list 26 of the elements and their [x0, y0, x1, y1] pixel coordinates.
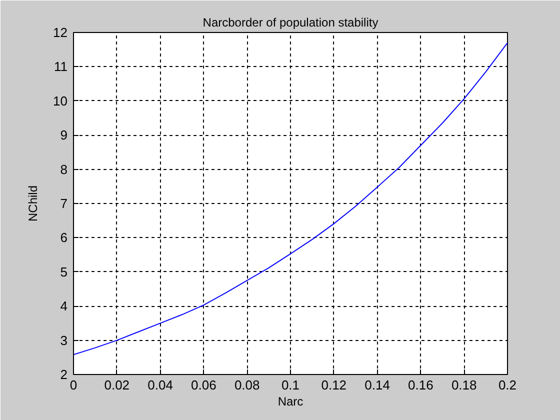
y-tick-label: 3 [60, 332, 68, 348]
line-series [74, 42, 508, 356]
x-tick-label: 0.2 [498, 378, 517, 392]
y-axis-title: NChild [26, 185, 40, 222]
x-tick-label: 0.06 [191, 378, 216, 392]
y-tick-label: 6 [60, 230, 68, 246]
x-tick-label: 0.1 [281, 378, 300, 392]
chart-title: Narcborder of population stability [202, 16, 378, 30]
x-tick-label: 0.12 [321, 378, 347, 392]
y-tick-label: 8 [60, 162, 68, 177]
x-tick-label: 0.08 [234, 378, 260, 392]
x-tick-label: 0.16 [408, 378, 434, 392]
y-tick-label: 2 [60, 367, 68, 382]
x-tick-label: 0.18 [451, 378, 477, 392]
x-tick-label: 0.04 [148, 378, 173, 392]
y-tick-label: 5 [60, 264, 68, 280]
y-tick-label: 10 [53, 93, 68, 108]
y-tick-label: 12 [53, 25, 68, 40]
y-tick-label: 4 [60, 298, 68, 314]
x-tick-label: 0.02 [104, 378, 130, 392]
x-axis-title: Narc [278, 394, 304, 408]
y-tick-label: 9 [60, 128, 68, 143]
y-tick-label: 7 [60, 196, 68, 211]
x-tick-label: 0 [70, 378, 78, 392]
y-tick-label: 11 [54, 59, 68, 74]
x-tick-label: 0.14 [364, 378, 390, 392]
